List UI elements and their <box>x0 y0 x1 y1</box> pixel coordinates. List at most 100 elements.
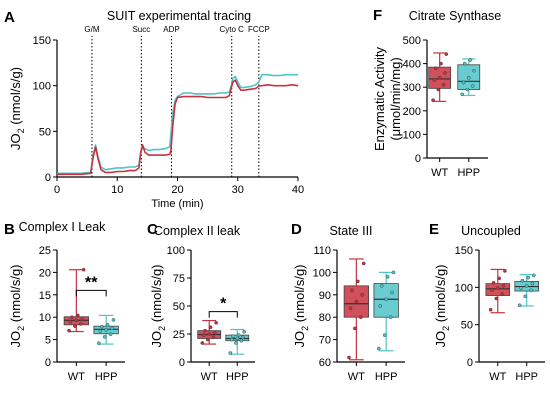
data-point-hpp <box>465 87 470 92</box>
data-point-hpp <box>105 323 110 327</box>
x-tick-label: 40 <box>292 184 304 196</box>
data-point-hpp <box>377 346 381 351</box>
data-point-hpp <box>234 341 238 345</box>
data-point-hpp <box>228 351 233 355</box>
data-point-hpp <box>104 327 108 332</box>
data-point-hpp <box>239 338 244 343</box>
data-point-wt <box>67 328 71 333</box>
y-tick-label: 100 <box>403 129 421 141</box>
data-point-hpp <box>526 275 530 280</box>
data-point-hpp <box>529 288 533 293</box>
data-point-wt <box>350 288 354 293</box>
panel-f: F Citrate Synthase 0 100 200 300 400 500 Enzymat… <box>372 7 501 179</box>
y-tick-label: 15 <box>39 290 51 302</box>
data-point-wt <box>439 61 443 66</box>
data-point-hpp <box>385 275 390 279</box>
data-point-hpp <box>390 290 394 295</box>
data-point-wt <box>354 299 359 304</box>
box-hpp <box>373 283 399 318</box>
data-point-hpp <box>111 318 116 322</box>
data-point-wt <box>78 322 83 326</box>
series-line-wt <box>57 79 299 176</box>
panel-e: E Uncoupled 0 50 100 150 JO2 (nmol/s/g) WT HPP <box>429 221 545 383</box>
data-point-wt <box>206 337 210 342</box>
data-point-wt <box>444 52 449 56</box>
panel-title: Complex II leak <box>154 224 241 238</box>
data-point-hpp <box>520 278 525 283</box>
data-point-hpp <box>391 270 396 275</box>
y-axis-label: Enzymatic Activity <box>372 46 387 151</box>
data-point-hpp <box>236 333 241 337</box>
data-point-hpp <box>231 334 235 339</box>
data-point-hpp <box>99 324 104 329</box>
data-point-hpp <box>98 329 103 333</box>
data-point-wt <box>503 269 507 273</box>
data-point-wt <box>443 71 447 75</box>
event-label: Succ <box>132 25 150 34</box>
y-tick-label: 150 <box>455 245 473 257</box>
data-point-wt <box>81 267 86 272</box>
data-point-hpp <box>97 341 101 345</box>
data-point-hpp <box>379 284 384 288</box>
data-point-wt <box>73 324 77 328</box>
data-point-wt <box>347 355 351 360</box>
y-axis-label: JO2 (nmol/s/g) <box>149 264 167 347</box>
panel-b: B Complex I Leak 0 5 10 15 20 25 JO2 (nmol/s/g) W… <box>4 220 125 383</box>
y-tick-label: 100 <box>313 267 331 279</box>
data-point-hpp <box>229 337 234 342</box>
panel-title: Complex I Leak <box>19 220 107 234</box>
y-tick-label: 400 <box>403 59 421 71</box>
significance-bracket <box>208 311 238 318</box>
data-point-wt <box>432 78 437 82</box>
data-point-wt <box>431 98 435 102</box>
data-point-wt <box>356 279 360 284</box>
panel-letter: B <box>4 221 15 238</box>
data-point-hpp <box>472 68 476 73</box>
x-tick-label: WT <box>201 371 218 383</box>
data-point-wt <box>433 66 438 71</box>
data-point-wt <box>491 281 496 285</box>
y-tick-label: 500 <box>403 35 421 47</box>
y-tick-label: 25 <box>173 329 185 341</box>
panel-title: State III <box>329 224 372 238</box>
data-point-wt <box>207 332 212 336</box>
significance-label: * <box>220 296 227 313</box>
panel-letter: C <box>147 221 158 238</box>
y-tick-label: 150 <box>33 35 51 47</box>
data-point-wt <box>68 319 73 324</box>
x-tick-label: HPP <box>95 371 118 383</box>
data-point-hpp <box>378 304 383 308</box>
panel-title: Citrate Synthase <box>409 9 501 23</box>
data-point-wt <box>76 313 80 318</box>
y-axis-label: JO2 (nmol/s/g) <box>8 67 26 150</box>
x-tick-label: 0 <box>54 184 60 196</box>
data-point-wt <box>501 284 506 288</box>
data-point-wt <box>494 296 499 301</box>
data-point-wt <box>353 326 357 331</box>
data-point-wt <box>436 87 441 92</box>
data-point-wt <box>203 328 207 333</box>
data-point-wt <box>211 335 216 340</box>
y-tick-label: 200 <box>403 106 421 118</box>
y-tick-label: 75 <box>173 273 185 285</box>
data-point-hpp <box>384 297 388 302</box>
data-point-wt <box>360 292 365 297</box>
data-point-wt <box>348 306 353 311</box>
series-line-hpp <box>57 73 298 175</box>
data-point-wt <box>437 75 442 80</box>
data-point-hpp <box>524 284 529 288</box>
panel-letter: A <box>4 9 15 26</box>
data-point-wt <box>214 320 218 325</box>
data-point-wt <box>358 315 363 320</box>
event-label: FCCP <box>248 25 270 34</box>
data-point-hpp <box>532 273 536 278</box>
x-tick-label: HPP <box>375 371 398 383</box>
panel-title: SUIT experimental tracing <box>107 9 251 23</box>
data-point-hpp <box>461 80 466 85</box>
data-point-wt <box>497 276 502 281</box>
y-tick-label: 0 <box>415 153 421 165</box>
